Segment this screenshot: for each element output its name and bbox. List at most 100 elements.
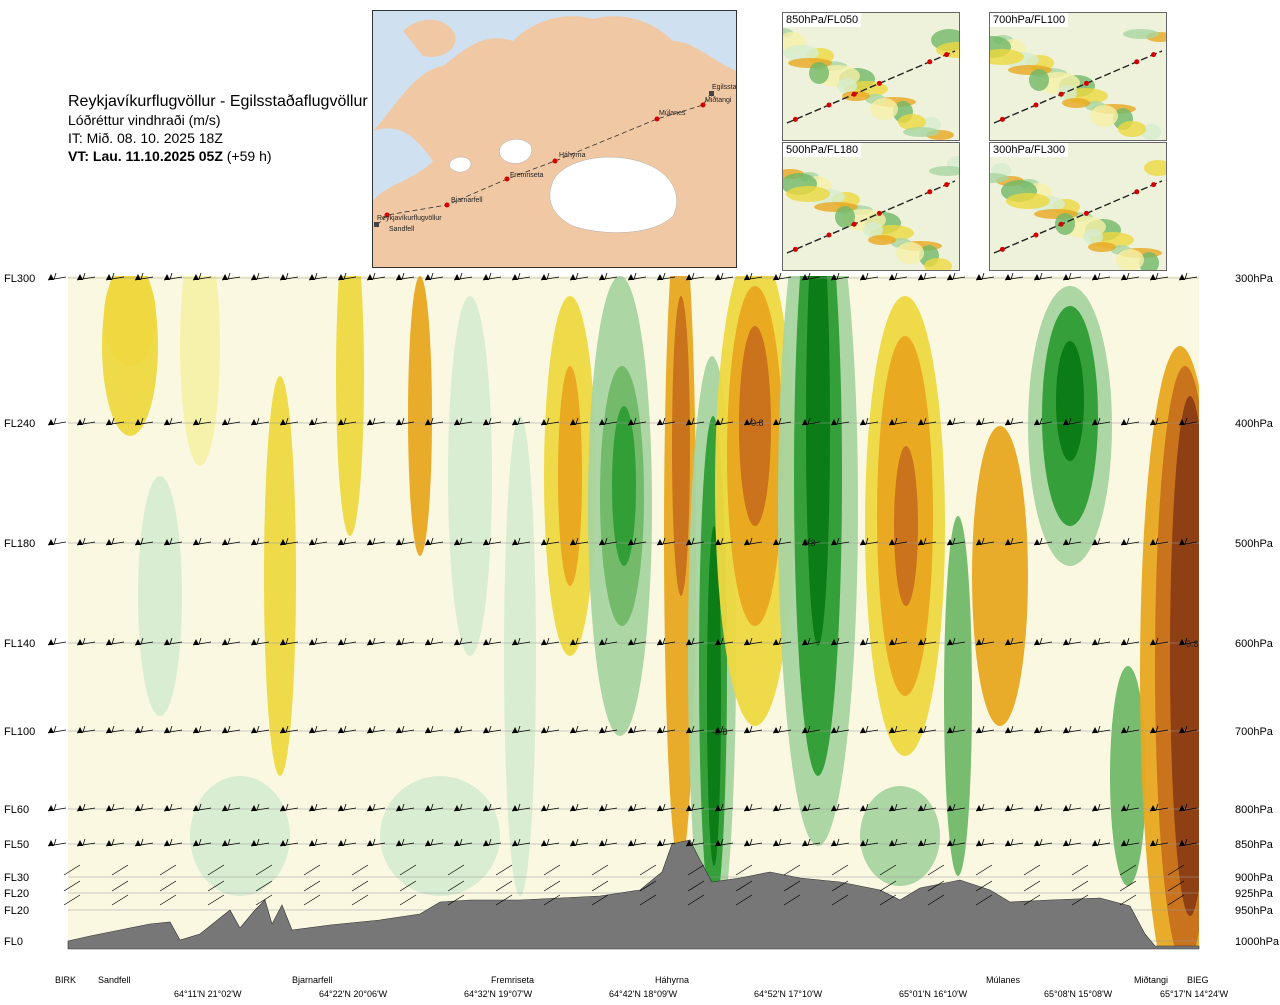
wind-barb <box>163 838 183 847</box>
field-contour <box>380 776 500 896</box>
wind-barb <box>1091 803 1111 812</box>
wind-barb-low <box>687 894 705 906</box>
wind-barb <box>1091 272 1111 281</box>
inset-contour <box>1090 105 1118 127</box>
inset-waypoint <box>1033 232 1039 238</box>
wind-barb <box>917 803 937 812</box>
place-label: Múlanes <box>986 975 1021 985</box>
wind-barb <box>395 272 415 281</box>
fl-tick-label: FL180 <box>4 538 35 550</box>
wind-barb <box>598 537 618 546</box>
valid-time-bold: VT: Lau. 11.10.2025 05Z <box>68 148 223 164</box>
wind-barb-low <box>783 894 801 906</box>
valid-time: VT: Lau. 11.10.2025 05Z (+59 h) <box>68 147 368 165</box>
wind-barb-low <box>111 880 129 892</box>
hpa-tick-label: 950hPa <box>1235 905 1274 917</box>
wind-barb-low <box>399 880 417 892</box>
inset-waypoint <box>1058 221 1064 227</box>
wind-barb-low <box>159 880 177 892</box>
wind-barb <box>453 537 473 546</box>
wind-barb <box>163 272 183 281</box>
inset-waypoint <box>1151 182 1157 188</box>
map-label-bjarnarfell: Bjarnarfell <box>451 197 483 204</box>
map-bay <box>373 128 433 201</box>
wind-barb <box>279 725 299 734</box>
inset-contour <box>990 173 1009 183</box>
wind-barb-low <box>255 864 273 876</box>
inset-field <box>990 143 1166 270</box>
inset-contour <box>990 49 1024 65</box>
wind-barb-low <box>783 880 801 892</box>
wind-barb <box>511 803 531 812</box>
wind-barb-low <box>111 864 129 876</box>
chart-header: Reykjavíkurflugvöllur - Egilsstaðaflugvö… <box>68 93 368 165</box>
inset-waypoint <box>1151 52 1157 58</box>
field-contour <box>739 326 771 526</box>
wind-barb <box>424 637 444 646</box>
wind-barb-low <box>1119 864 1137 876</box>
wind-barb <box>888 725 908 734</box>
wind-barb <box>975 272 995 281</box>
place-label: Sandfell <box>98 975 131 985</box>
wind-barb <box>1004 272 1024 281</box>
field-contour <box>1110 666 1146 886</box>
wind-barb-low <box>927 880 945 892</box>
wind-barb <box>453 838 473 847</box>
wind-barb <box>859 803 879 812</box>
wind-barb-low <box>495 864 513 876</box>
wind-barb <box>1033 838 1053 847</box>
wind-barb <box>540 803 560 812</box>
wind-barb <box>279 272 299 281</box>
inset-contour <box>924 258 952 270</box>
wind-barb <box>1004 803 1024 812</box>
map-label-reykjavik: Reykjavíkurflugvöllur <box>377 215 442 222</box>
inset-contour <box>1006 193 1050 209</box>
fl-tick-label: FL30 <box>4 872 29 884</box>
fl-tick-label: FL50 <box>4 839 29 851</box>
wind-barb-low <box>831 894 849 906</box>
wind-barb <box>598 637 618 646</box>
wind-barb-low <box>687 864 705 876</box>
field-contour <box>190 776 290 896</box>
wind-barb <box>134 637 154 646</box>
wind-barb <box>801 417 821 426</box>
place-label: Bjarnarfell <box>292 975 333 985</box>
inset-contour <box>898 114 926 130</box>
airport-marker <box>374 222 379 227</box>
field-contour <box>1170 396 1199 916</box>
map-glacier-large <box>549 156 677 233</box>
wind-barb <box>163 537 183 546</box>
wind-barb <box>1149 417 1169 426</box>
wind-barb <box>134 537 154 546</box>
inset-contour <box>1116 249 1144 270</box>
inset-route-line <box>993 50 1163 124</box>
wind-barb <box>946 272 966 281</box>
hpa-tick-label: 800hPa <box>1235 804 1274 816</box>
wind-barb <box>540 838 560 847</box>
inset-contour <box>1139 252 1159 270</box>
wind-barb <box>1149 725 1169 734</box>
inset-waypoint <box>944 52 950 58</box>
wind-barb <box>366 725 386 734</box>
inset-waypoint <box>1033 102 1039 108</box>
wind-barb <box>395 803 415 812</box>
wind-barb <box>163 417 183 426</box>
wind-barb <box>1149 537 1169 546</box>
wind-barb <box>105 537 125 546</box>
wind-barb <box>1120 725 1140 734</box>
place-label: BIEG <box>1187 975 1209 985</box>
wind-barb-low <box>879 880 897 892</box>
wind-barb <box>482 637 502 646</box>
wind-barb-low <box>543 880 561 892</box>
inset-contour <box>868 235 896 245</box>
coordinate-label: 64°52'N 17°10'W <box>754 989 823 999</box>
wind-barb <box>946 838 966 847</box>
wind-barb <box>801 537 821 546</box>
map-label-midtangi: Miðtangi <box>705 96 732 104</box>
wind-barb <box>569 838 589 847</box>
wind-barb <box>830 725 850 734</box>
wind-barb <box>221 637 241 646</box>
wind-barb <box>453 637 473 646</box>
wind-barb <box>946 537 966 546</box>
wind-barb-low <box>303 864 321 876</box>
